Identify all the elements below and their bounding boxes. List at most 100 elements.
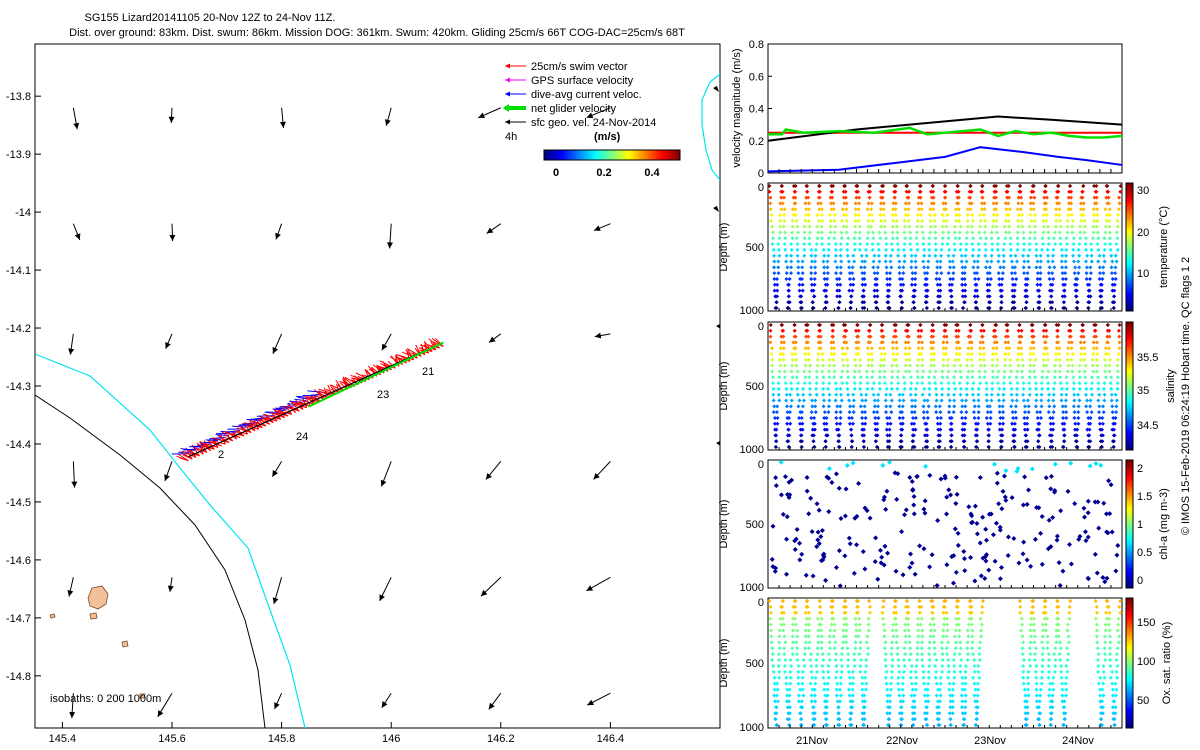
section-point <box>916 628 921 633</box>
section-point <box>860 681 865 686</box>
section-point <box>990 357 995 362</box>
colorbar-swatch <box>1126 439 1133 443</box>
section-point <box>909 410 914 415</box>
section-point <box>1108 247 1113 252</box>
section-point <box>946 663 951 668</box>
section-point <box>825 265 830 270</box>
geo-arrow-head <box>69 711 76 719</box>
section-point <box>790 357 795 362</box>
section-point <box>1092 184 1097 188</box>
section-point <box>953 357 958 362</box>
geo-arrow-head <box>157 710 164 717</box>
section-point <box>767 599 772 603</box>
section-point <box>1117 346 1122 351</box>
section-point <box>906 610 911 615</box>
section-point <box>896 369 901 374</box>
section-point <box>769 363 774 368</box>
section-point <box>778 363 783 368</box>
section-point <box>1039 640 1044 645</box>
colorbar-swatch <box>1126 513 1133 517</box>
section-point <box>1083 259 1088 264</box>
section-point <box>814 381 819 386</box>
section-point <box>1065 242 1070 247</box>
section-point <box>770 346 775 351</box>
chlorophyll-point <box>909 560 915 566</box>
section-point <box>972 681 977 686</box>
section-point <box>770 646 775 651</box>
section-point <box>1021 681 1026 686</box>
section-point <box>931 328 936 333</box>
section-point <box>788 658 793 663</box>
section-point <box>930 610 935 615</box>
section-point <box>882 224 887 229</box>
chlorophyll-point <box>842 513 848 519</box>
section-point <box>843 610 848 615</box>
section-point <box>996 392 1001 397</box>
section-point <box>1072 410 1077 415</box>
section-point <box>924 282 929 287</box>
section-point <box>913 282 918 287</box>
section-point <box>1055 599 1060 603</box>
chlorophyll-point <box>1052 461 1058 467</box>
section-point <box>867 213 872 218</box>
section-point <box>832 363 837 368</box>
section-point <box>793 213 798 218</box>
section-point <box>954 328 959 333</box>
colorbar-swatch <box>1126 624 1133 628</box>
section-point <box>985 259 990 264</box>
colorbar-swatch <box>548 150 551 160</box>
section-point <box>793 334 798 339</box>
section-point <box>941 340 946 345</box>
section-point <box>862 693 867 698</box>
chlorophyll-point <box>836 548 842 554</box>
section-point <box>1076 404 1081 409</box>
section-point <box>876 247 881 252</box>
map-ytick-label: -14.6 <box>6 555 31 567</box>
section-point <box>944 218 949 223</box>
section-point <box>950 699 955 704</box>
section-point <box>771 392 776 397</box>
section-point <box>769 352 774 357</box>
section-point <box>1013 404 1018 409</box>
section-point <box>997 282 1002 287</box>
section-point <box>1041 224 1046 229</box>
colorbar-swatch <box>550 150 553 160</box>
section-point <box>970 634 975 639</box>
section-point <box>1028 628 1033 633</box>
chlorophyll-point <box>769 556 775 562</box>
section-point <box>1098 300 1103 305</box>
section-point <box>966 634 971 639</box>
section-point <box>927 392 932 397</box>
section-point <box>924 717 929 722</box>
chlorophyll-point <box>994 480 1000 486</box>
section-point <box>1051 253 1056 258</box>
section-point <box>802 224 807 229</box>
section-point <box>927 646 932 651</box>
section-point <box>1052 375 1057 380</box>
section-point <box>984 415 989 420</box>
colorbar-swatch <box>1126 668 1133 672</box>
section-point <box>1115 375 1120 380</box>
chlorophyll-point <box>983 526 989 532</box>
section-point <box>838 681 843 686</box>
section-point <box>943 201 948 206</box>
section-point <box>963 404 968 409</box>
section-point <box>1044 213 1049 218</box>
section-point <box>913 259 918 264</box>
section-point <box>1044 628 1049 633</box>
section-point <box>1089 386 1094 391</box>
section-point <box>960 681 965 686</box>
section-point <box>804 213 809 218</box>
section-point <box>1031 616 1036 621</box>
section-point <box>832 213 837 218</box>
colorbar-swatch <box>1126 572 1133 576</box>
section-point <box>844 634 849 639</box>
section-point <box>968 334 973 339</box>
section-point <box>834 693 839 698</box>
colorbar-swatch <box>1126 188 1133 192</box>
section-point <box>947 259 952 264</box>
chlorophyll-point <box>997 524 1003 530</box>
section-point <box>1094 346 1099 351</box>
section-point <box>852 663 857 668</box>
section-point <box>1096 669 1101 674</box>
